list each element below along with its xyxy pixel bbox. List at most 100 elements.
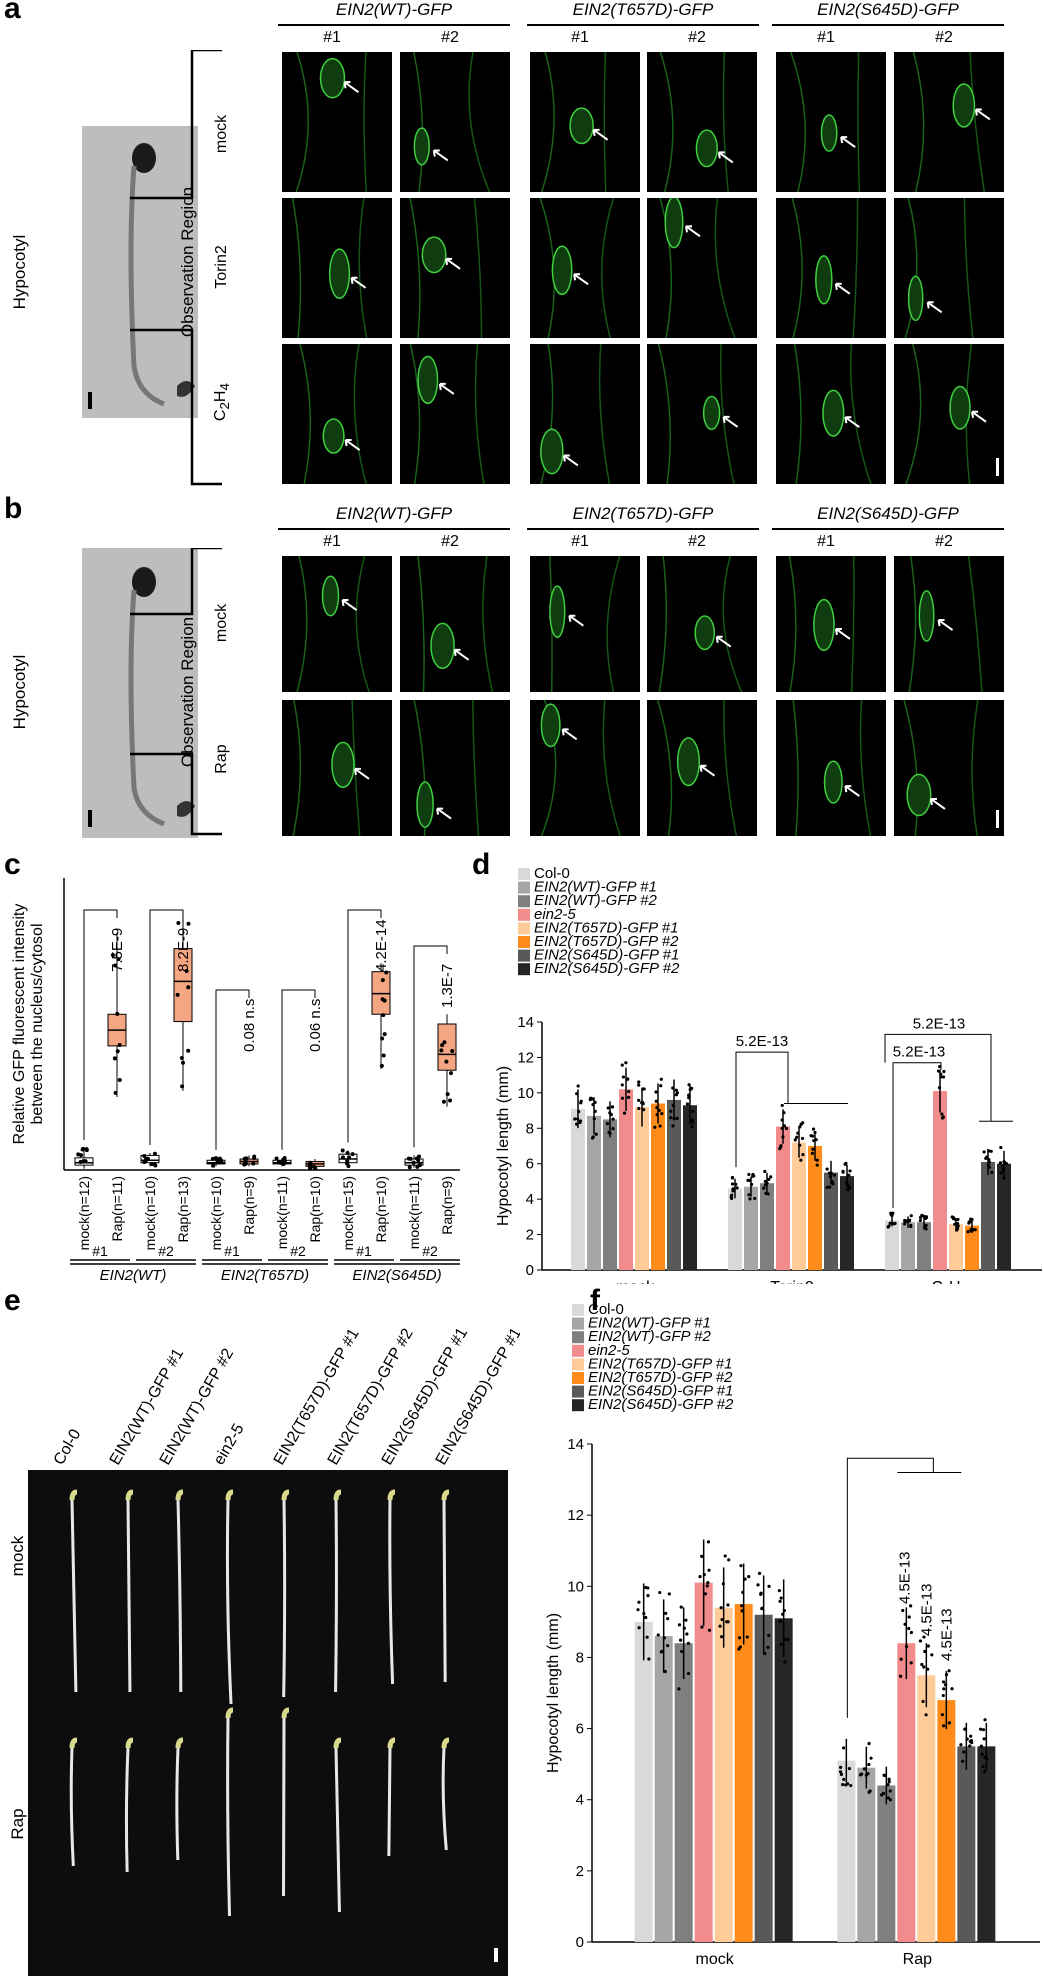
data-point: [743, 1577, 747, 1581]
data-point: [982, 1150, 986, 1154]
data-point: [730, 1182, 735, 1186]
data-point: [698, 1575, 702, 1579]
data-point: [576, 1084, 580, 1088]
arrow-icon: [439, 383, 455, 395]
data-point: [682, 1626, 686, 1630]
nucleus: [907, 275, 924, 322]
nucleus: [813, 598, 835, 652]
data-point: [646, 1586, 650, 1590]
significance-bracket: [846, 1457, 934, 1718]
data-point: [627, 1089, 631, 1094]
line-label: #1: [817, 29, 835, 46]
arrowhead-icon: [592, 128, 600, 136]
line-label: #1: [323, 29, 341, 46]
micrograph-drawing: [413, 52, 491, 192]
arrowhead-icon: [432, 149, 440, 157]
data-point: [778, 1599, 782, 1603]
data-point: [888, 1221, 892, 1225]
seedling: [175, 1747, 180, 1861]
hypocotyl-label: Hypocotyl: [10, 234, 29, 310]
bar: [792, 1142, 806, 1270]
data-point: [450, 1049, 455, 1054]
micrograph-drawing: [539, 198, 615, 338]
legend-label: EIN2(WT)-GFP #1: [588, 1315, 711, 1332]
arrowhead-icon: [685, 225, 693, 233]
cell-wall: [601, 198, 615, 338]
data-point: [644, 1615, 648, 1620]
data-point: [756, 1583, 760, 1587]
micrograph-grid-b: [282, 556, 1004, 838]
nucleus: [918, 590, 935, 642]
y-tick-label: 12: [517, 1049, 534, 1066]
y-tick-label: 14: [567, 1436, 584, 1453]
data-point: [926, 1644, 930, 1648]
data-point: [909, 1604, 913, 1608]
cell-wall: [791, 198, 803, 338]
data-point: [656, 1633, 660, 1637]
data-point: [674, 1088, 678, 1092]
seedling: [282, 1499, 287, 1698]
bar: [760, 1183, 774, 1270]
arrow-icon: [433, 149, 449, 162]
seedling-hook: [281, 1707, 290, 1719]
nucleus: [540, 428, 564, 475]
data-point: [441, 1099, 446, 1104]
nucleus: [952, 83, 976, 128]
arrow-icon: [699, 764, 716, 777]
seedling: [441, 1747, 448, 1851]
bar: [981, 1161, 995, 1270]
hypocotyl-label: Hypocotyl: [10, 654, 29, 730]
data-point: [700, 1625, 704, 1629]
data-point: [983, 1718, 987, 1722]
data-point: [888, 1798, 893, 1802]
seedling: [225, 1499, 233, 1705]
nucleus: [430, 622, 455, 670]
micrograph-drawing: [540, 52, 609, 192]
data-point: [959, 1743, 963, 1747]
nucleus: [416, 781, 434, 828]
data-point: [81, 1146, 86, 1151]
legend-swatch: [572, 1344, 584, 1357]
data-point: [115, 1049, 120, 1054]
data-point: [801, 1153, 805, 1157]
data-point: [723, 1554, 727, 1558]
data-point: [944, 1683, 948, 1687]
data-point: [759, 1591, 763, 1595]
data-point: [707, 1628, 712, 1632]
bar: [587, 1115, 601, 1270]
data-point: [779, 1596, 783, 1600]
arrowhead-icon: [717, 151, 725, 159]
data-point: [939, 1075, 943, 1079]
data-point: [637, 1080, 641, 1084]
micrograph: [282, 344, 392, 484]
data-point: [940, 1112, 944, 1116]
data-point: [384, 970, 389, 975]
seedling: [176, 1499, 183, 1693]
legend-swatch: [572, 1304, 584, 1316]
micrograph: [894, 344, 1004, 484]
data-point: [112, 1056, 117, 1061]
data-point: [777, 1588, 781, 1593]
micrograph: [282, 198, 392, 338]
micrograph-drawing: [417, 556, 494, 692]
arrow-icon: [593, 128, 609, 141]
data-point: [867, 1741, 871, 1746]
y-tick-label: 12: [567, 1507, 584, 1524]
data-point: [842, 1777, 846, 1781]
y-tick-label: 0: [526, 1262, 534, 1279]
data-point: [950, 1687, 954, 1691]
data-point: [839, 1772, 844, 1776]
header-rule: [278, 24, 510, 26]
bar: [957, 1746, 976, 1942]
data-point: [706, 1540, 711, 1544]
seedling-hook: [387, 1489, 396, 1501]
p-value-label: 5.2E-13: [913, 1015, 966, 1032]
arrow-icon: [568, 614, 584, 627]
micrograph-drawing: [903, 700, 999, 836]
y-tick-label: 6: [526, 1156, 534, 1173]
data-point: [780, 1118, 784, 1122]
data-point: [940, 1713, 945, 1717]
arrowhead-icon: [445, 257, 453, 266]
seedling-drawing: [88, 143, 195, 409]
y-axis-label: Hypocotyl length (mm): [495, 1066, 512, 1226]
